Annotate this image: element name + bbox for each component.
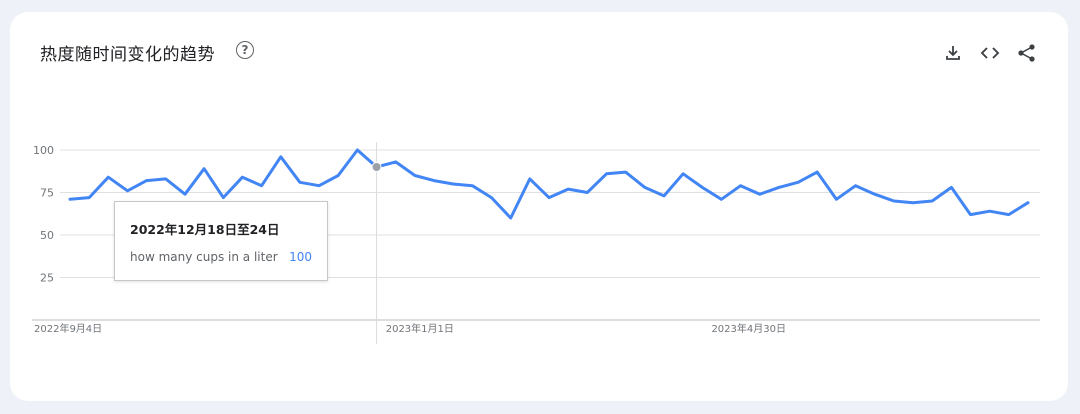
download-icon[interactable] [942,42,964,64]
x-tick-label: 2023年4月30日 [711,322,786,335]
tooltip-date: 2022年12月18日至24日 [130,222,280,237]
y-tick-label: 50 [40,229,54,242]
share-icon[interactable] [1016,42,1038,64]
trend-card: 热度随时间变化的趋势 ? 25 50 75 100 2022年9月4日 2023年1月1… [10,12,1068,401]
chart-title: 热度随时间变化的趋势 [40,45,215,65]
x-tick-label: 2023年1月1日 [386,322,454,335]
y-tick-label: 100 [33,144,54,157]
help-circle-icon[interactable]: ? [236,41,254,59]
embed-code-icon[interactable] [979,42,1001,64]
tooltip-value: 100 [289,250,312,264]
y-tick-label: 75 [40,187,54,200]
tooltip: 2022年12月18日至24日 how many cups in a liter… [114,201,328,281]
tooltip-term: how many cups in a liter [130,250,278,264]
y-tick-label: 25 [40,272,54,285]
x-tick-label: 2022年9月4日 [34,322,102,335]
hover-point [371,162,382,172]
series-line [68,148,1030,220]
trend-chart: 25 50 75 100 2022年9月4日 2023年1月1日 2023年4月30日 [32,142,1040,344]
y-axis-ticks: 25 50 75 100 [33,144,54,285]
x-axis-ticks: 2022年9月4日 2023年1月1日 2023年4月30日 [34,322,786,335]
